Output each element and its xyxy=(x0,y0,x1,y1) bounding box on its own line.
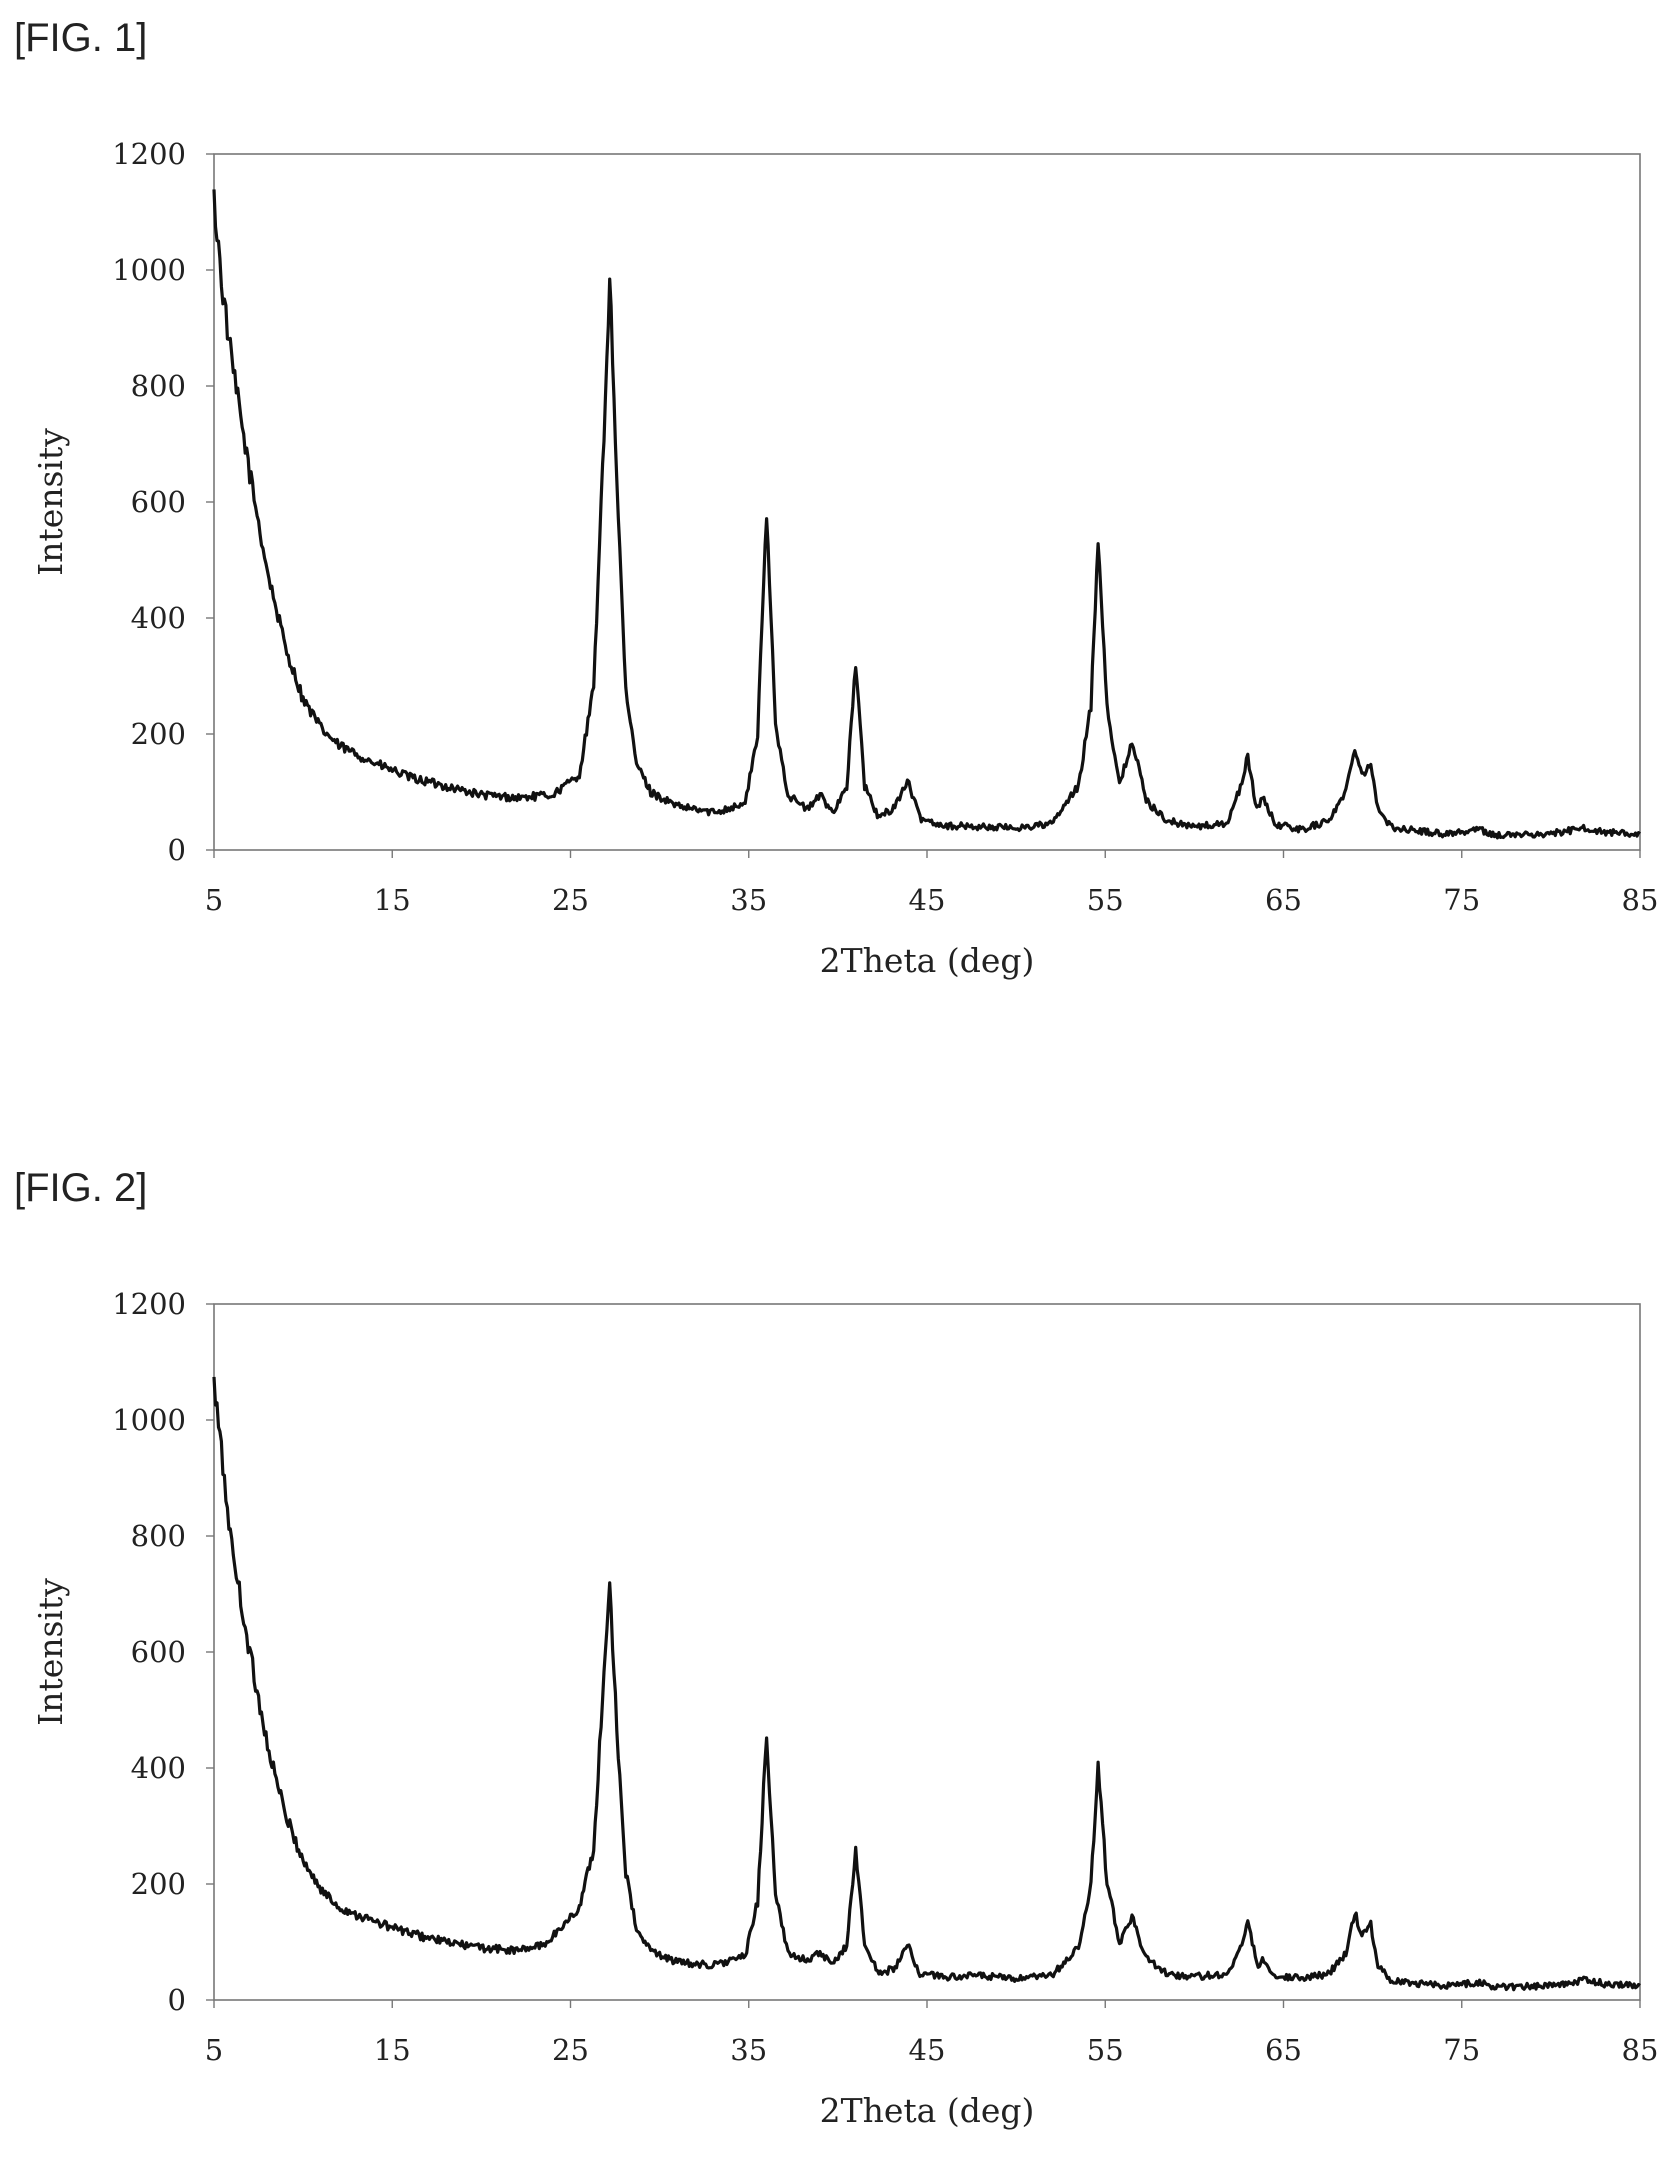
x-tick-label: 25 xyxy=(552,2033,589,2067)
y-tick-label: 1000 xyxy=(112,253,186,287)
x-tick-label: 65 xyxy=(1265,2033,1302,2067)
y-tick-label: 0 xyxy=(168,1983,186,2017)
chart-figure-1: 0 200 400 600 800 1000 1200 5 15 25 35 45 55 65 75 85 2T… xyxy=(31,137,1659,980)
x-axis-title: 2Theta (deg) xyxy=(820,941,1035,980)
y-tick-label: 600 xyxy=(131,485,186,519)
series-line xyxy=(212,1376,1641,1992)
x-tick-label: 25 xyxy=(552,883,589,917)
x-tick-label: 85 xyxy=(1622,2033,1659,2067)
y-tick-label: 1000 xyxy=(112,1403,186,1437)
x-tick-label: 5 xyxy=(205,883,223,917)
x-tick-label: 55 xyxy=(1087,883,1124,917)
x-tick-label: 55 xyxy=(1087,2033,1124,2067)
chart-figure-2: 0 200 400 600 800 1000 1200 5 15 25 35 45 55 65 75 85 2T… xyxy=(31,1287,1659,2130)
series-line xyxy=(212,189,1641,840)
x-tick-label: 65 xyxy=(1265,883,1302,917)
x-tick-label: 45 xyxy=(909,883,946,917)
x-tick-label: 35 xyxy=(730,883,767,917)
x-tick-label: 15 xyxy=(374,883,411,917)
x-tick-label: 35 xyxy=(730,2033,767,2067)
y-tick-label: 0 xyxy=(168,833,186,867)
y-tick-label: 1200 xyxy=(112,137,186,171)
y-tick-label: 400 xyxy=(131,1751,186,1785)
plot-frame xyxy=(213,1303,1641,2001)
x-tick-label: 85 xyxy=(1622,883,1659,917)
y-axis-title: Intensity xyxy=(31,428,70,576)
y-tick-label: 200 xyxy=(131,1867,186,1901)
y-tick-label: 200 xyxy=(131,717,186,751)
x-axis-title: 2Theta (deg) xyxy=(820,2091,1035,2130)
y-tick-label: 800 xyxy=(131,369,186,403)
x-tick-label: 45 xyxy=(909,2033,946,2067)
figure-2-label: [FIG. 2] xyxy=(14,1166,148,1210)
y-tick-label: 800 xyxy=(131,1519,186,1553)
y-tick-label: 600 xyxy=(131,1635,186,1669)
plot-frame xyxy=(213,153,1641,851)
x-tick-label: 5 xyxy=(205,2033,223,2067)
x-tick-label: 75 xyxy=(1443,2033,1480,2067)
x-tick-label: 15 xyxy=(374,2033,411,2067)
y-axis-title: Intensity xyxy=(31,1578,70,1726)
y-tick-label: 400 xyxy=(131,601,186,635)
figure-1-label: [FIG. 1] xyxy=(14,16,148,60)
y-tick-label: 1200 xyxy=(112,1287,186,1321)
x-tick-label: 75 xyxy=(1443,883,1480,917)
